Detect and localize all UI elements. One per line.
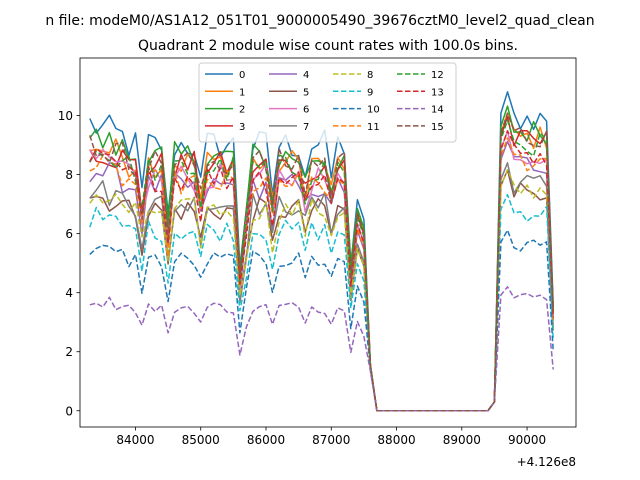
y-tick-label: 0 [65, 404, 73, 418]
legend-label-2: 2 [239, 105, 245, 116]
legend-label-6: 6 [303, 105, 309, 116]
legend-label-9: 9 [367, 87, 373, 98]
legend-label-15: 15 [431, 122, 444, 133]
legend-label-13: 13 [431, 87, 444, 98]
x-offset-label: +4.126e8 [517, 455, 576, 469]
legend-label-5: 5 [303, 87, 309, 98]
legend-label-1: 1 [239, 87, 245, 98]
legend-label-12: 12 [431, 70, 444, 81]
series-line-15 [89, 112, 554, 412]
series-line-12 [89, 119, 554, 412]
legend-label-11: 11 [367, 122, 380, 133]
axes-frame [79, 57, 577, 428]
figure-suptitle: n file: modeM0/AS1A12_051T01_9000005490_… [45, 13, 594, 29]
legend-label-10: 10 [367, 105, 380, 116]
y-tick-label: 2 [65, 345, 73, 359]
series-lines [89, 91, 554, 412]
x-tick-label: 88000 [377, 433, 415, 447]
x-tick-label: 87000 [312, 433, 350, 447]
legend-label-3: 3 [239, 122, 245, 133]
axes: 84000 85000 86000 87000 88000 89000 90000 0 2 4 6 8… [58, 57, 577, 447]
y-tick-label: 8 [65, 168, 73, 182]
x-tick-label: 86000 [247, 433, 285, 447]
x-tick-label: 89000 [443, 433, 481, 447]
y-tick-label: 4 [65, 286, 73, 300]
x-tick-label: 85000 [182, 433, 220, 447]
legend-label-0: 0 [239, 70, 245, 81]
chart-title: Quadrant 2 module wise count rates with … [138, 38, 518, 54]
legend-label-7: 7 [303, 122, 309, 133]
x-tick-label: 90000 [508, 433, 546, 447]
legend-label-8: 8 [367, 70, 373, 81]
legend-label-14: 14 [431, 105, 444, 116]
legend-label-4: 4 [303, 70, 309, 81]
legend-box [198, 62, 457, 143]
y-tick-label: 10 [58, 109, 73, 123]
y-tick-label: 6 [65, 227, 73, 241]
x-tick-label: 84000 [116, 433, 154, 447]
